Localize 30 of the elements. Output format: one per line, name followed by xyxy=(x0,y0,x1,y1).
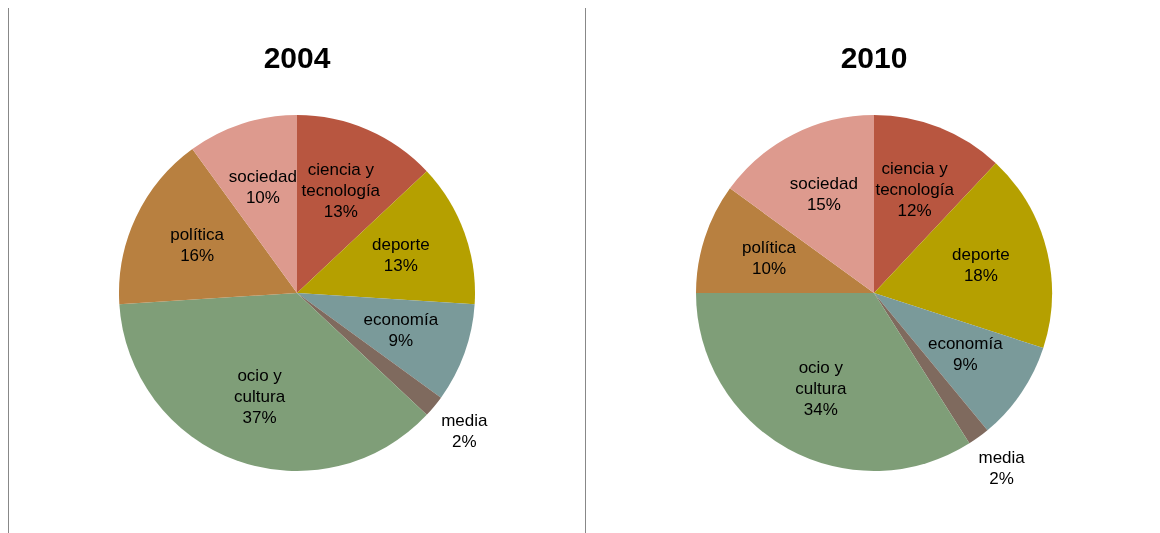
data-label: 13% xyxy=(323,202,358,222)
data-label: 34% xyxy=(803,400,838,420)
data-label: 10% xyxy=(752,259,787,279)
slice-label: media xyxy=(978,447,1026,467)
data-label: 18% xyxy=(963,265,998,285)
data-label: 2% xyxy=(452,431,477,451)
slice-label: media xyxy=(441,410,489,430)
chart-title: 2004 xyxy=(263,41,331,75)
slice-label: política xyxy=(170,225,225,245)
slice-label: deporte xyxy=(952,244,1010,264)
data-label: 9% xyxy=(388,330,414,350)
data-label: 37% xyxy=(242,407,277,427)
data-label: 13% xyxy=(383,255,418,275)
slice-label: sociedad xyxy=(789,173,858,193)
chart-title: 2010 xyxy=(840,41,908,75)
data-label: 10% xyxy=(245,188,280,208)
slice-label: política xyxy=(742,238,797,258)
slice-label: economía xyxy=(927,334,1004,354)
data-label: 12% xyxy=(897,201,932,221)
data-label: 16% xyxy=(180,246,215,266)
slice-label: sociedad xyxy=(228,167,297,187)
data-label: 15% xyxy=(806,194,841,214)
slice-label: ciencia y tecnología xyxy=(301,160,381,201)
slice-label: ocio y cultura xyxy=(795,358,847,399)
slice-label: ciencia y tecnología xyxy=(875,159,955,200)
slice-label: ocio y cultura xyxy=(234,365,286,406)
slice-label: economía xyxy=(363,309,439,329)
slice-label: deporte xyxy=(372,234,430,254)
data-label: 9% xyxy=(952,355,978,375)
data-label: 2% xyxy=(989,468,1014,488)
